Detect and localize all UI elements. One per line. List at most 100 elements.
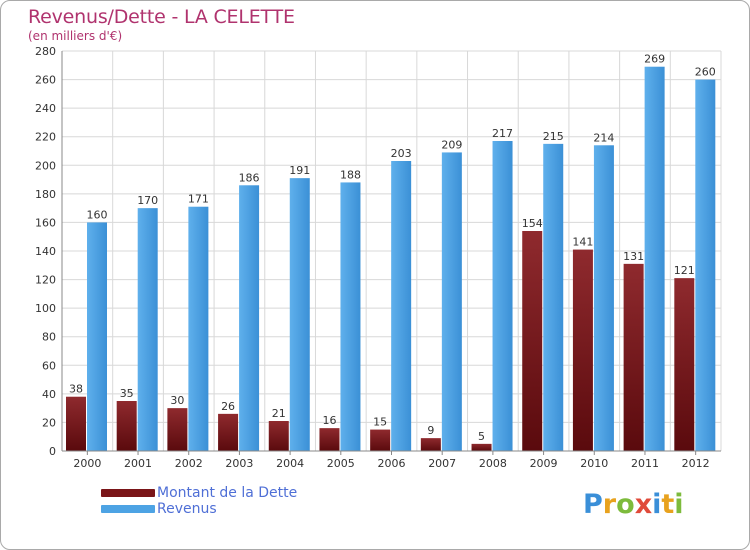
- x-tick-label: 2004: [276, 457, 304, 470]
- x-tick-label: 2011: [631, 457, 659, 470]
- bar-revenus: [87, 222, 107, 451]
- y-tick-label: 80: [42, 331, 56, 344]
- data-label-debt: 38: [69, 383, 83, 396]
- data-label-debt: 35: [120, 387, 134, 400]
- data-label-debt: 131: [623, 250, 644, 263]
- bar-revenus: [441, 152, 462, 451]
- bar-revenus: [593, 145, 614, 452]
- y-tick-label: 140: [35, 245, 56, 258]
- proxiti-logo: Proxiti: [583, 489, 684, 520]
- data-label-debt: 154: [522, 217, 543, 230]
- x-tick-label: 2005: [327, 457, 355, 470]
- y-tick-label: 240: [35, 102, 56, 115]
- y-tick-label: 0: [49, 445, 56, 458]
- data-label-revenus: 203: [391, 147, 412, 160]
- logo-letter: t: [661, 489, 675, 520]
- axes: 0 20 40 60 80 100 120 140 160 180 200 220 240 260 280 2…: [35, 45, 721, 470]
- y-tick-label: 280: [35, 45, 56, 58]
- x-tick-label: 2001: [124, 457, 152, 470]
- data-label-revenus: 209: [441, 138, 462, 151]
- logo-letter: i: [652, 489, 662, 520]
- x-tick-label: 2002: [175, 457, 203, 470]
- bar-debt: [572, 249, 593, 451]
- data-label-debt: 9: [427, 424, 434, 437]
- data-label-debt: 21: [272, 407, 286, 420]
- data-label-revenus: 260: [695, 66, 716, 79]
- bar-debt: [522, 231, 543, 451]
- y-tick-label: 100: [35, 302, 56, 315]
- bar-revenus: [188, 206, 209, 451]
- data-label-revenus: 191: [289, 164, 310, 177]
- logo-letter: x: [634, 489, 653, 520]
- y-tick-label: 20: [42, 416, 56, 429]
- data-label-debt: 121: [674, 264, 695, 277]
- legend-item-revenus: Revenus: [101, 501, 297, 517]
- chart-subtitle: (en milliers d'€): [28, 29, 123, 43]
- chart-title: Revenus/Dette - LA CELETTE: [28, 6, 295, 28]
- data-label-revenus: 214: [593, 131, 614, 144]
- x-tick-label: 2000: [73, 457, 101, 470]
- logo-letter: i: [674, 489, 684, 520]
- bar-debt: [116, 401, 137, 451]
- x-tick-label: 2003: [225, 457, 253, 470]
- bar-revenus: [137, 208, 158, 451]
- data-label-debt: 141: [572, 236, 593, 249]
- data-label-debt: 16: [322, 414, 336, 427]
- data-label-debt: 26: [221, 400, 235, 413]
- bar-revenus: [492, 141, 513, 451]
- bar-debt: [319, 428, 340, 451]
- bar-debt: [623, 263, 644, 451]
- bar-debt: [471, 443, 492, 451]
- data-label-revenus: 269: [644, 53, 665, 66]
- logo-letter: o: [616, 489, 635, 520]
- data-label-revenus: 171: [188, 193, 209, 206]
- data-label-revenus: 160: [87, 208, 108, 221]
- y-tick-label: 180: [35, 188, 56, 201]
- data-label-revenus: 188: [340, 168, 361, 181]
- data-label-debt: 5: [478, 430, 485, 443]
- x-tick-label: 2007: [428, 457, 456, 470]
- logo-letter: r: [602, 489, 617, 520]
- data-label-debt: 30: [170, 394, 184, 407]
- x-tick-label: 2008: [479, 457, 507, 470]
- legend-swatch-revenus: [101, 505, 155, 513]
- data-label-revenus: 217: [492, 127, 513, 140]
- logo-letter: P: [583, 489, 603, 520]
- x-tick-label: 2006: [378, 457, 406, 470]
- data-label-revenus: 215: [543, 130, 564, 143]
- bar-revenus: [644, 66, 665, 451]
- bar-debt: [66, 396, 86, 451]
- data-label-debt: 15: [373, 416, 387, 429]
- bar-revenus: [239, 185, 260, 452]
- y-tick-label: 40: [42, 388, 56, 401]
- bar-debt: [167, 408, 188, 451]
- bar-debt: [268, 421, 289, 451]
- bar-debt: [420, 438, 441, 451]
- y-tick-label: 220: [35, 131, 56, 144]
- legend-item-debt: Montant de la Dette: [101, 485, 297, 501]
- y-tick-label: 60: [42, 359, 56, 372]
- data-label-revenus: 170: [137, 194, 158, 207]
- legend: Montant de la Dette Revenus: [101, 485, 297, 517]
- x-tick-label: 2010: [580, 457, 608, 470]
- data-labels: 38 160 35 170 30 171 26 186 21 191 16 188 15 203 9 209 5…: [69, 53, 716, 443]
- y-tick-label: 260: [35, 74, 56, 87]
- legend-label-debt: Montant de la Dette: [157, 485, 298, 501]
- bar-revenus: [289, 178, 310, 451]
- bars: [66, 66, 716, 452]
- y-tick-label: 200: [35, 159, 56, 172]
- y-tick-label: 120: [35, 274, 56, 287]
- bar-debt: [674, 278, 695, 451]
- bar-revenus: [695, 79, 716, 452]
- bar-revenus: [340, 182, 361, 451]
- data-label-revenus: 186: [239, 171, 260, 184]
- x-tick-label: 2009: [530, 457, 558, 470]
- bar-debt: [370, 429, 391, 451]
- y-tick-label: 160: [35, 216, 56, 229]
- x-tick-label: 2012: [682, 457, 710, 470]
- bar-revenus: [543, 143, 564, 451]
- legend-label-revenus: Revenus: [157, 501, 217, 517]
- bar-debt: [218, 413, 239, 451]
